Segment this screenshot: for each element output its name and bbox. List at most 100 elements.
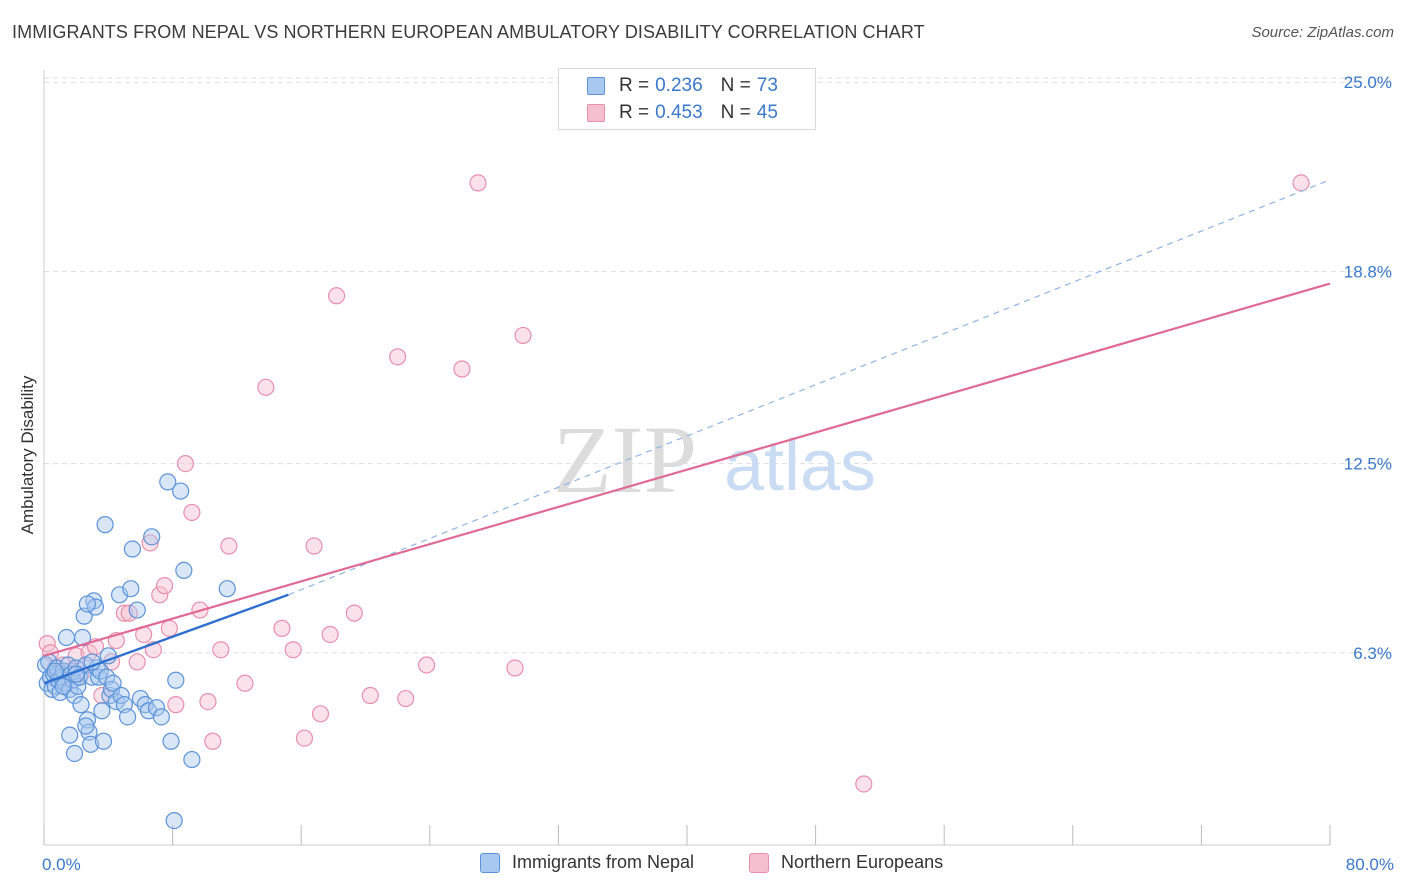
point-northern-europeans	[345, 604, 363, 622]
point-nepal	[218, 580, 236, 598]
legend-row-nepal: R = 0.236 N = 73	[587, 74, 778, 98]
point-nepal	[122, 580, 140, 598]
y-tick-label: 25.0%	[1344, 73, 1392, 92]
watermark-atlas: atlas	[724, 426, 876, 506]
y-tick-label: 12.5%	[1344, 455, 1392, 474]
point-nepal	[96, 516, 114, 534]
point-northern-europeans	[212, 641, 230, 659]
legend-swatch-blue	[587, 77, 605, 95]
trend-line-northern-europeans	[43, 282, 1331, 657]
legend-swatch-pink	[587, 104, 605, 122]
legend: R = 0.236 N = 73 R = 0.453 N = 45	[558, 68, 816, 130]
point-northern-europeans	[311, 705, 330, 723]
point-northern-europeans	[155, 577, 174, 595]
point-northern-europeans	[273, 619, 291, 637]
point-northern-europeans	[176, 455, 195, 473]
point-nepal	[152, 708, 170, 726]
legend-r-value: 0.236	[655, 75, 703, 96]
bottom-legend-label: Northern Europeans	[781, 852, 944, 872]
point-nepal	[54, 677, 72, 695]
y-tick-label: 6.3%	[1353, 644, 1392, 663]
bottom-legend-swatch-pink	[749, 852, 769, 873]
point-northern-europeans	[506, 659, 524, 677]
point-northern-europeans	[167, 696, 185, 714]
bottom-legend-swatch-blue	[480, 852, 500, 873]
legend-n-value: 73	[756, 75, 778, 96]
point-northern-europeans	[469, 174, 487, 192]
point-nepal	[94, 732, 113, 750]
point-northern-europeans	[115, 604, 133, 622]
trend-line-nepal-dashed	[288, 179, 1331, 596]
series-northern-europeans	[38, 174, 1310, 793]
point-northern-europeans	[141, 534, 159, 552]
point-northern-europeans	[417, 656, 436, 674]
point-northern-europeans	[514, 326, 532, 345]
bottom-legend-northern: Northern Europeans	[749, 852, 943, 873]
point-nepal	[61, 726, 79, 744]
point-nepal	[172, 482, 190, 500]
point-nepal	[82, 735, 100, 753]
point-northern-europeans	[38, 635, 56, 653]
point-nepal	[65, 744, 84, 763]
legend-n-value: 45	[756, 102, 778, 123]
point-northern-europeans	[128, 653, 146, 671]
y-tick-label: 18.8%	[1344, 262, 1392, 281]
point-northern-europeans	[160, 619, 178, 637]
axes	[43, 70, 1331, 846]
point-northern-europeans	[361, 686, 379, 705]
gridlines	[44, 77, 1394, 654]
point-nepal	[162, 732, 180, 750]
point-nepal	[65, 686, 84, 705]
legend-row-northern: R = 0.453 N = 45	[587, 101, 778, 125]
point-northern-europeans	[453, 360, 471, 378]
point-northern-europeans	[855, 775, 873, 793]
trend-line-nepal	[43, 593, 289, 685]
watermark-zip: ZIP	[553, 406, 697, 513]
trend-lines	[43, 179, 1331, 685]
x-tick-label: 80.0%	[1346, 855, 1394, 874]
point-nepal	[93, 702, 111, 720]
legend-r-label: R =	[619, 75, 650, 96]
legend-n-label: N =	[720, 75, 751, 96]
point-northern-europeans	[1292, 174, 1310, 192]
point-nepal	[72, 696, 90, 714]
point-nepal	[175, 561, 193, 579]
point-nepal	[147, 699, 166, 717]
point-northern-europeans	[327, 287, 346, 305]
point-nepal	[78, 595, 97, 613]
point-northern-europeans	[220, 537, 238, 555]
point-northern-europeans	[204, 732, 222, 750]
point-northern-europeans	[397, 689, 415, 708]
series-nepal	[37, 473, 236, 830]
watermark: ZIP atlas	[553, 406, 876, 513]
bottom-legend-nepal: Immigrants from Nepal	[480, 852, 694, 873]
point-nepal	[123, 540, 142, 558]
tick-labels: 25.0% 18.8% 12.5% 6.3% 0.0% 80.0%	[42, 73, 1394, 874]
point-nepal	[77, 717, 95, 735]
point-nepal	[183, 750, 201, 769]
point-nepal	[104, 674, 122, 692]
point-northern-europeans	[236, 674, 254, 692]
x-tick-label: 0.0%	[42, 855, 81, 874]
point-northern-europeans	[284, 641, 302, 659]
point-northern-europeans	[321, 625, 339, 644]
point-northern-europeans	[305, 537, 323, 555]
legend-r-label: R =	[619, 102, 650, 123]
point-nepal	[112, 686, 130, 705]
point-nepal	[143, 528, 161, 546]
point-nepal	[118, 708, 137, 726]
chart-title: IMMIGRANTS FROM NEPAL VS NORTHERN EUROPE…	[12, 22, 925, 42]
legend-n-label: N =	[720, 102, 751, 123]
point-northern-europeans	[183, 503, 201, 522]
source-label: Source: ZipAtlas.com	[1251, 24, 1394, 41]
point-nepal	[165, 811, 183, 830]
legend-r-value: 0.453	[655, 102, 703, 123]
point-northern-europeans	[389, 348, 407, 366]
point-nepal	[57, 628, 76, 647]
point-northern-europeans	[151, 586, 169, 604]
point-northern-europeans	[257, 378, 275, 396]
point-northern-europeans	[295, 729, 314, 747]
point-northern-europeans	[199, 692, 217, 711]
point-nepal	[167, 671, 185, 689]
